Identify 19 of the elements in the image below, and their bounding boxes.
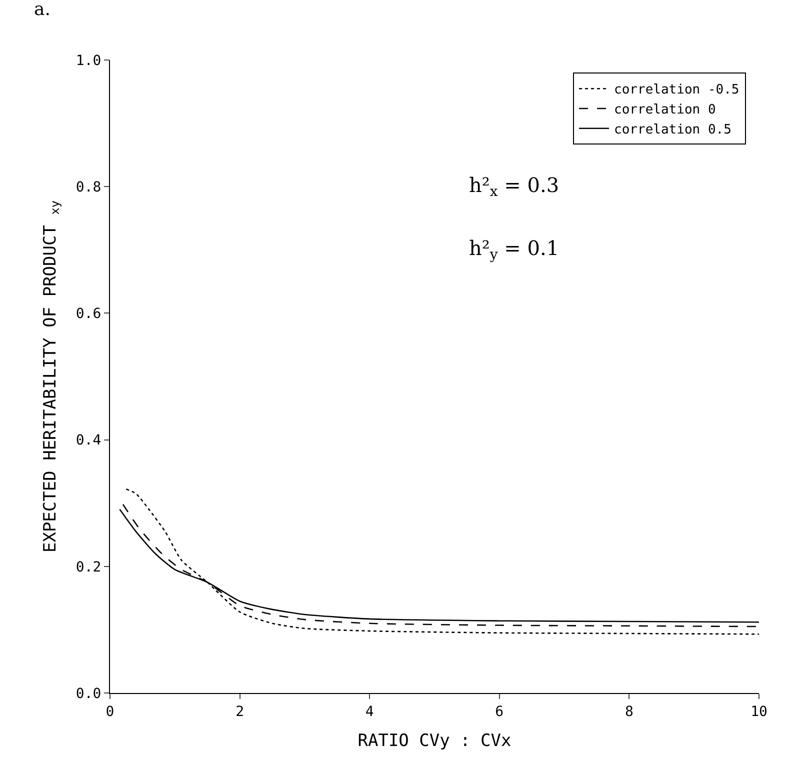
x-tick-label: 6 bbox=[495, 704, 504, 720]
annotation: h²$_{x}$ = 0.3 bbox=[469, 173, 560, 200]
y-tick-label: 0.4 bbox=[76, 432, 102, 449]
x-axis-title: RATIO CVy : CVx bbox=[358, 731, 512, 752]
legend-label: correlation -0.5 bbox=[614, 82, 740, 98]
y-tick-label: 1.0 bbox=[76, 52, 102, 69]
legend-label: correlation 0 bbox=[614, 102, 716, 118]
legend-label: correlation 0.5 bbox=[614, 122, 732, 138]
x-tick-label: 0 bbox=[106, 704, 114, 720]
y-tick-label: 0.2 bbox=[76, 559, 102, 576]
x-tick-label: 8 bbox=[624, 704, 634, 720]
text: a. bbox=[34, 0, 50, 20]
annotation: h²$_{y}$ = 0.1 bbox=[469, 236, 560, 264]
y-tick-label: 0.6 bbox=[76, 306, 102, 322]
x-tick-label: 10 bbox=[750, 704, 768, 720]
y-tick-label: 0.8 bbox=[76, 180, 102, 196]
y-tick-label: 0.0 bbox=[76, 686, 102, 702]
x-tick-label: 2 bbox=[236, 704, 244, 720]
x-tick-label: 4 bbox=[365, 704, 374, 720]
